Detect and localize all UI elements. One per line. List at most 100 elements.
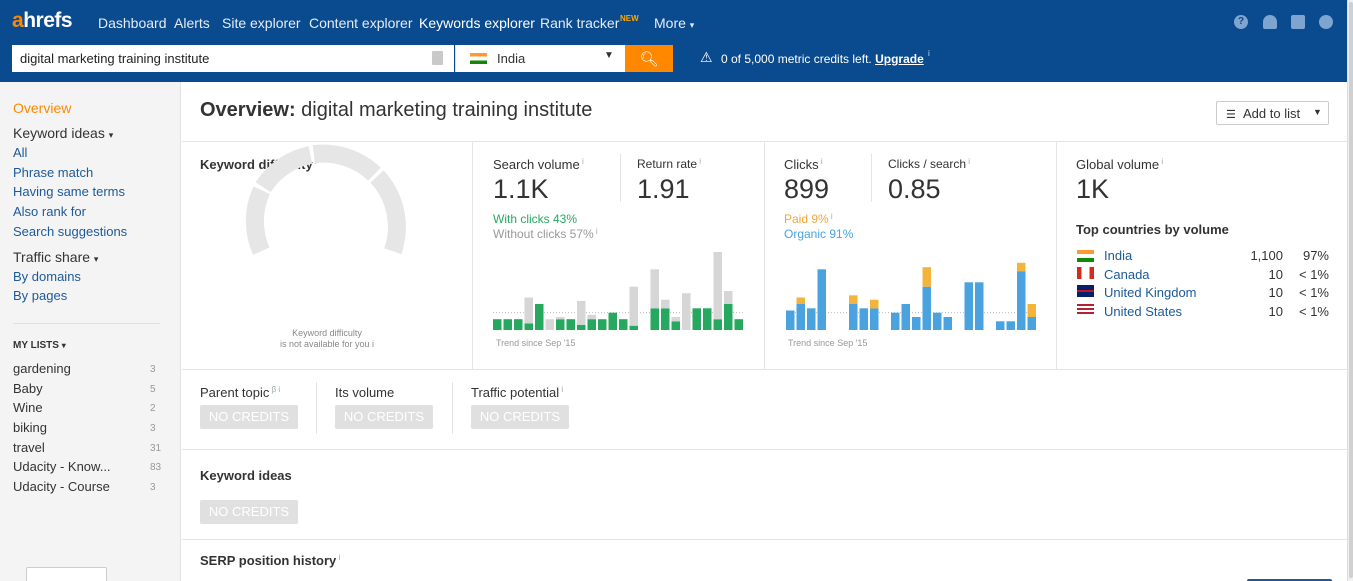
ahrefs-logo[interactable]: ahrefs (12, 9, 73, 32)
clicks-per-search-label-text: Clicks / search (888, 157, 967, 171)
chart-bar-without-clicks (524, 297, 533, 324)
info-icon[interactable]: i (928, 49, 930, 58)
info-icon[interactable]: i (276, 385, 281, 394)
search-volume-label: Search volume i (493, 157, 584, 172)
list-item-travel[interactable]: travel (13, 440, 45, 455)
scrollbar[interactable] (1347, 0, 1353, 581)
chart-bar-organic (943, 317, 952, 330)
info-icon[interactable]: i (966, 157, 971, 166)
chart-bar-with-clicks (587, 319, 596, 330)
user-icon[interactable] (1319, 15, 1333, 29)
chart-bar-organic (870, 308, 879, 330)
sidebar-bottom-button[interactable] (26, 567, 107, 581)
scrollbar-thumb[interactable] (1349, 2, 1353, 578)
nav-keywords-explorer[interactable]: Keywords explorer (419, 15, 535, 31)
nav-rank-tracker[interactable]: Rank tracker (540, 15, 620, 31)
warning-icon: ⚠ (700, 50, 713, 66)
chart-bar-without-clicks (650, 269, 659, 309)
info-icon[interactable]: i (1159, 157, 1164, 166)
info-icon[interactable]: i (818, 157, 823, 166)
list-count: 31 (150, 443, 162, 454)
info-icon[interactable]: i (828, 212, 833, 221)
without-clicks-text: Without clicks 57% i (493, 227, 598, 241)
sidebar-item-by-domains[interactable]: By domains (13, 269, 81, 284)
upgrade-link[interactable]: Upgrade (875, 52, 924, 66)
chart-bar-organic (933, 312, 942, 330)
info-icon[interactable]: i (559, 385, 564, 394)
keyword-ideas-no-credits: NO CREDITS (200, 500, 298, 524)
info-icon[interactable]: i (697, 157, 702, 166)
add-to-list-button[interactable]: ☰ Add to list ▼ (1216, 101, 1329, 125)
sidebar-item-phrase-match[interactable]: Phrase match (13, 165, 94, 180)
without-clicks-value: Without clicks 57% (493, 227, 594, 241)
traffic-share-heading-label: Traffic share (13, 249, 91, 265)
traffic-share-heading[interactable]: Traffic share ▾ (13, 249, 98, 265)
country-row-share: 97% (1302, 248, 1329, 263)
keyword-ideas-heading-label: Keyword ideas (13, 125, 105, 141)
sidebar-item-search-suggestions[interactable]: Search suggestions (13, 224, 128, 239)
sidebar-item-by-pages[interactable]: By pages (13, 288, 68, 303)
clicks-label: Clicks i (784, 157, 823, 172)
nav-dashboard[interactable]: Dashboard (98, 15, 167, 31)
chart-bar-without-clicks (587, 314, 596, 320)
sidebar-item-overview[interactable]: Overview (13, 100, 72, 116)
country-row-name[interactable]: United States (1104, 304, 1183, 319)
sidebar-item-also-rank-for[interactable]: Also rank for (13, 204, 86, 219)
list-item-udacity-know[interactable]: Udacity - Know... (13, 459, 111, 474)
divider (472, 141, 473, 369)
message-icon[interactable] (1291, 15, 1305, 29)
info-icon[interactable]: i (593, 227, 598, 236)
top-navigation: ahrefs Dashboard Alerts Site explorer Co… (0, 0, 1347, 42)
list-item-udacity-course[interactable]: Udacity - Course (13, 479, 110, 494)
paid-value: Paid 9% (784, 212, 829, 226)
nav-site-explorer[interactable]: Site explorer (222, 15, 301, 31)
search-button[interactable]: 🔍︎ (625, 45, 673, 72)
country-row-name[interactable]: India (1104, 248, 1133, 263)
country-row-name[interactable]: United Kingdom (1104, 285, 1197, 300)
return-rate-label-text: Return rate (637, 157, 698, 171)
chevron-down-icon: ▾ (108, 130, 114, 140)
search-volume-trend-label: Trend since Sep '15 (496, 338, 576, 348)
nav-more[interactable]: More ▾ (654, 15, 694, 31)
chart-bar-organic (901, 304, 910, 330)
copy-icon[interactable] (432, 51, 443, 65)
nav-content-explorer[interactable]: Content explorer (309, 15, 413, 31)
its-volume-label: Its volume (335, 385, 395, 400)
help-icon[interactable]: ? (1234, 15, 1248, 29)
traffic-potential-no-credits: NO CREDITS (471, 405, 569, 429)
chart-bar-paid (796, 297, 805, 304)
my-lists-heading[interactable]: MY LISTS ▾ (13, 340, 66, 351)
keyword-ideas-heading[interactable]: Keyword ideas ▾ (13, 125, 113, 141)
search-volume-label-text: Search volume (493, 157, 580, 172)
list-item-baby[interactable]: Baby (13, 381, 43, 396)
chart-bar-paid (1017, 262, 1026, 272)
info-icon[interactable]: i (579, 157, 584, 166)
bell-icon[interactable] (1263, 15, 1277, 29)
nav-more-label: More (654, 15, 686, 31)
chart-bar-with-clicks (692, 308, 701, 330)
us-flag-icon (1077, 304, 1094, 316)
sidebar-item-having-same-terms[interactable]: Having same terms (13, 184, 125, 199)
info-icon[interactable]: i (336, 553, 341, 562)
add-to-list-label: Add to list (1243, 106, 1301, 121)
serp-history-title: SERP position history i (200, 553, 340, 568)
country-select[interactable]: India ▼ (455, 45, 625, 72)
nav-alerts[interactable]: Alerts (174, 15, 210, 31)
chart-bar-with-clicks (671, 321, 680, 330)
kd-caption-line-1: Keyword difficulty (292, 328, 362, 338)
country-row-name[interactable]: Canada (1104, 267, 1150, 282)
keyword-search-input[interactable] (12, 45, 454, 72)
chart-bar-with-clicks (566, 319, 575, 330)
serp-action-button[interactable] (1247, 579, 1332, 581)
sidebar-item-all[interactable]: All (13, 145, 28, 160)
chart-bar-with-clicks (608, 312, 617, 330)
list-item-gardening[interactable]: gardening (13, 361, 71, 376)
chart-bar-without-clicks (661, 299, 670, 309)
canada-flag-icon (1077, 267, 1094, 279)
list-item-biking[interactable]: biking (13, 420, 47, 435)
top-countries-label: Top countries by volume (1076, 222, 1229, 237)
chart-bar-with-clicks (619, 319, 628, 330)
info-icon[interactable]: i (372, 339, 375, 349)
chart-bar-with-clicks (556, 319, 565, 330)
list-item-wine[interactable]: Wine (13, 400, 43, 415)
